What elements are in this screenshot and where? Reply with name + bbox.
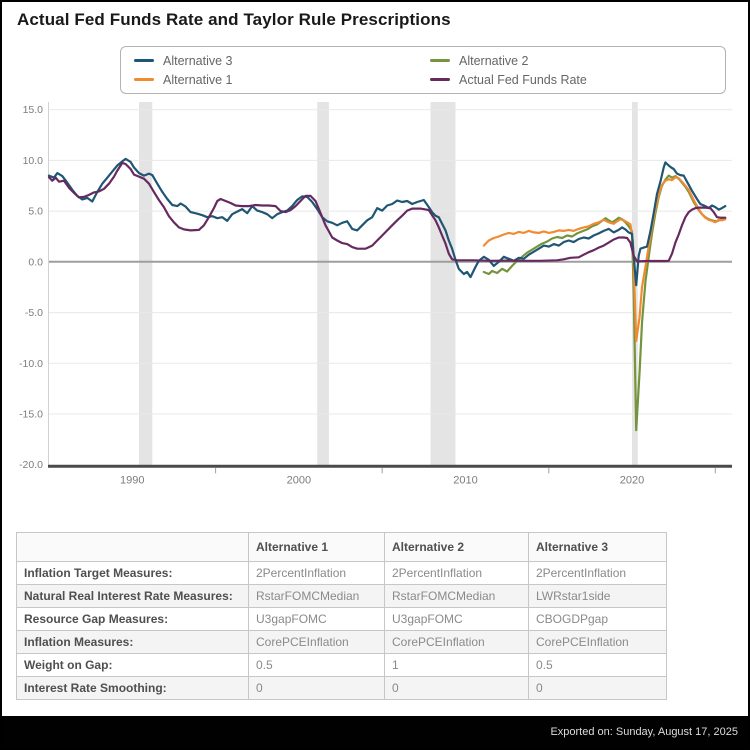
table-cell: RstarFOMCMedian bbox=[248, 584, 385, 608]
recession-band bbox=[139, 102, 153, 466]
table-cell: 0 bbox=[384, 676, 529, 700]
table-cell: RstarFOMCMedian bbox=[384, 584, 529, 608]
y-tick-label: -10.0 bbox=[19, 358, 43, 370]
legend-item-actual-fed-funds-rate: Actual Fed Funds Rate bbox=[430, 73, 725, 87]
chart-legend: Alternative 3 Alternative 1 Alternative … bbox=[120, 46, 726, 94]
table-cell: 0 bbox=[248, 676, 385, 700]
row-label-inflation-target: Inflation Target Measures: bbox=[16, 561, 249, 585]
alternative-1-swatch-icon bbox=[134, 78, 154, 81]
table-row: Inflation Measures: CorePCEInflation Cor… bbox=[16, 630, 667, 654]
line-chart-canvas: 15.0 10.0 5.0 0.0 -5.0 -10.0 -15.0 -20.0 1990 200… bbox=[19, 102, 732, 486]
table-row: Resource Gap Measures: U3gapFOMC U3gapFO… bbox=[16, 607, 667, 631]
y-tick-label: 0.0 bbox=[28, 256, 43, 268]
table-cell: CBOGDPgap bbox=[528, 607, 667, 631]
series-line-alternative-1 bbox=[482, 176, 727, 343]
table-cell: 0.5 bbox=[248, 653, 385, 677]
alternative-2-swatch-icon bbox=[430, 59, 450, 62]
table-cell: U3gapFOMC bbox=[384, 607, 529, 631]
table-cell: 0.5 bbox=[528, 653, 667, 677]
table-row: Natural Real Interest Rate Measures: Rst… bbox=[16, 584, 667, 608]
table-cell: CorePCEInflation bbox=[384, 630, 529, 654]
table-row: Interest Rate Smoothing: 0 0 0 bbox=[16, 676, 667, 700]
y-tick-label: 10.0 bbox=[23, 155, 44, 167]
table-cell: LWRstar1side bbox=[528, 584, 667, 608]
table-cell: U3gapFOMC bbox=[248, 607, 385, 631]
legend-item-alternative-3: Alternative 3 bbox=[134, 54, 430, 68]
table-cell: 2PercentInflation bbox=[248, 561, 385, 585]
legend-label: Alternative 2 bbox=[459, 53, 529, 68]
export-footer: Exported on: Sunday, August 17, 2025 bbox=[2, 716, 748, 748]
rule-parameters-table: Alternative 1 Alternative 2 Alternative … bbox=[16, 532, 667, 700]
page-title: Actual Fed Funds Rate and Taylor Rule Pr… bbox=[17, 10, 451, 29]
table-header-row: Alternative 1 Alternative 2 Alternative … bbox=[16, 532, 667, 562]
row-label-inflation-measures: Inflation Measures: bbox=[16, 630, 249, 654]
header-alternative-2: Alternative 2 bbox=[384, 532, 529, 562]
header-alternative-3: Alternative 3 bbox=[528, 532, 667, 562]
recession-band bbox=[317, 102, 329, 466]
legend-label: Actual Fed Funds Rate bbox=[459, 72, 587, 87]
series-line-actual-fed-funds-rate bbox=[47, 161, 727, 263]
x-tick-label: 1990 bbox=[120, 474, 144, 486]
y-tick-label: -15.0 bbox=[19, 409, 43, 421]
header-blank bbox=[16, 532, 249, 562]
export-timestamp: Exported on: Sunday, August 17, 2025 bbox=[550, 726, 738, 738]
table-cell: 1 bbox=[384, 653, 529, 677]
y-tick-label: 15.0 bbox=[23, 104, 44, 116]
x-tick-label: 2010 bbox=[453, 474, 477, 486]
x-tick-label: 2000 bbox=[287, 474, 311, 486]
row-label-weight-on-gap: Weight on Gap: bbox=[16, 653, 249, 677]
legend-label: Alternative 1 bbox=[163, 72, 233, 87]
alternative-3-swatch-icon bbox=[134, 59, 154, 62]
table-cell: 0 bbox=[528, 676, 667, 700]
table-cell: 2PercentInflation bbox=[528, 561, 667, 585]
row-label-resource-gap: Resource Gap Measures: bbox=[16, 607, 249, 631]
table-cell: 2PercentInflation bbox=[384, 561, 529, 585]
table-cell: CorePCEInflation bbox=[248, 630, 385, 654]
legend-item-alternative-2: Alternative 2 bbox=[430, 54, 725, 68]
row-label-natural-real-rate: Natural Real Interest Rate Measures: bbox=[16, 584, 249, 608]
table-row: Inflation Target Measures: 2PercentInfla… bbox=[16, 561, 667, 585]
x-tick-label: 2020 bbox=[620, 474, 644, 486]
y-tick-label: -20.0 bbox=[19, 459, 43, 471]
header-alternative-1: Alternative 1 bbox=[248, 532, 385, 562]
y-tick-label: 5.0 bbox=[28, 206, 43, 218]
actual-fed-funds-rate-swatch-icon bbox=[430, 78, 450, 81]
recession-band bbox=[430, 102, 456, 466]
row-label-interest-rate-smoothing: Interest Rate Smoothing: bbox=[16, 676, 249, 700]
table-cell: CorePCEInflation bbox=[528, 630, 667, 654]
legend-item-alternative-1: Alternative 1 bbox=[134, 73, 430, 87]
series-line-alternative-3 bbox=[47, 157, 727, 287]
legend-label: Alternative 3 bbox=[163, 53, 233, 68]
table-row: Weight on Gap: 0.5 1 0.5 bbox=[16, 653, 667, 677]
y-tick-label: -5.0 bbox=[25, 307, 43, 319]
